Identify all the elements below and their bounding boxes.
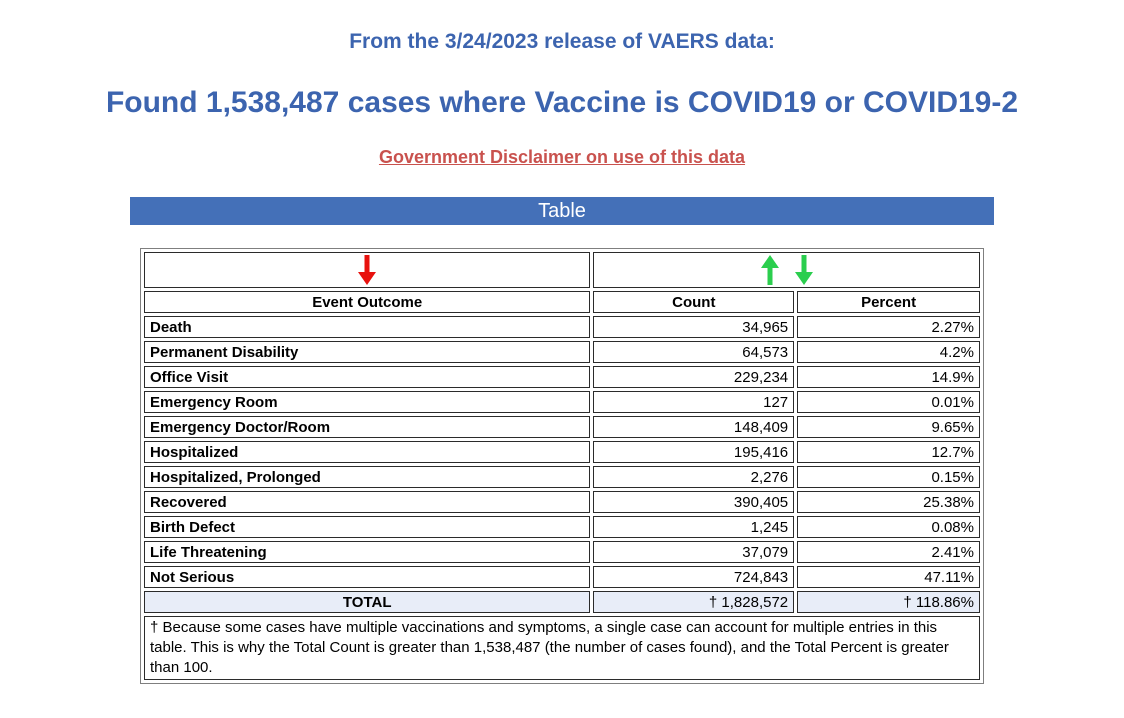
percent-cell: 2.27% [797,316,980,338]
count-cell: 229,234 [593,366,795,388]
count-cell: 148,409 [593,416,795,438]
table-row: Hospitalized 195,416 12.7% [144,441,980,463]
percent-cell: 2.41% [797,541,980,563]
page-title: Found 1,538,487 cases where Vaccine is C… [105,86,1019,119]
table-body: Death 34,965 2.27% Permanent Disability 64,5… [144,316,980,588]
table-row: Life Threatening 37,079 2.41% [144,541,980,563]
event-outcome-cell: Hospitalized, Prolonged [144,466,591,488]
percent-cell: 25.38% [797,491,980,513]
red-down-arrow-icon[interactable] [356,254,378,286]
event-outcome-cell: Permanent Disability [144,341,591,363]
count-cell: 1,245 [593,516,795,538]
table-row: Birth Defect 1,245 0.08% [144,516,980,538]
total-label: TOTAL [144,591,591,613]
table-row: Not Serious 724,843 47.11% [144,566,980,588]
column-header-event-outcome: Event Outcome [144,291,591,313]
event-outcome-cell: Emergency Doctor/Room [144,416,591,438]
table-banner-title: Table [538,200,586,222]
event-outcome-cell: Office Visit [144,366,591,388]
total-row: TOTAL † 1,828,572 † 118.86% [144,591,980,613]
count-cell: 127 [593,391,795,413]
table-row: Recovered 390,405 25.38% [144,491,980,513]
count-cell: 34,965 [593,316,795,338]
count-cell: 2,276 [593,466,795,488]
percent-cell: 0.01% [797,391,980,413]
total-count: † 1,828,572 [593,591,795,613]
count-cell: 37,079 [593,541,795,563]
sort-values-cell [593,252,980,288]
column-header-row: Event Outcome Count Percent [144,291,980,313]
sort-outcome-cell [144,252,591,288]
percent-cell: 9.65% [797,416,980,438]
percent-cell: 12.7% [797,441,980,463]
total-percent: † 118.86% [797,591,980,613]
table-banner: Table [130,197,994,225]
percent-cell: 47.11% [797,566,980,588]
event-outcome-cell: Birth Defect [144,516,591,538]
table-row: Emergency Doctor/Room 148,409 9.65% [144,416,980,438]
table-row: Office Visit 229,234 14.9% [144,366,980,388]
table-row: Permanent Disability 64,573 4.2% [144,341,980,363]
percent-cell: 14.9% [797,366,980,388]
count-cell: 64,573 [593,341,795,363]
event-outcome-cell: Death [144,316,591,338]
table-footnote: † Because some cases have multiple vacci… [144,616,980,680]
table-row: Death 34,965 2.27% [144,316,980,338]
sort-controls-row [144,252,980,288]
release-line: From the 3/24/2023 release of VAERS data… [349,30,775,53]
event-outcome-cell: Hospitalized [144,441,591,463]
results-table: Event Outcome Count Percent Death 34,965 2… [140,248,984,684]
count-cell: 390,405 [593,491,795,513]
event-outcome-cell: Emergency Room [144,391,591,413]
government-disclaimer-link[interactable]: Government Disclaimer on use of this dat… [378,147,746,167]
count-cell: 724,843 [593,566,795,588]
percent-cell: 0.08% [797,516,980,538]
green-down-arrow-icon[interactable] [793,254,815,286]
footnote-row: † Because some cases have multiple vacci… [144,616,980,680]
event-outcome-cell: Recovered [144,491,591,513]
green-up-arrow-icon[interactable] [759,254,781,286]
column-header-percent: Percent [797,291,980,313]
event-outcome-cell: Life Threatening [144,541,591,563]
event-outcome-cell: Not Serious [144,566,591,588]
disclaimer-row: Government Disclaimer on use of this dat… [0,147,1124,168]
table-row: Hospitalized, Prolonged 2,276 0.15% [144,466,980,488]
percent-cell: 0.15% [797,466,980,488]
percent-cell: 4.2% [797,341,980,363]
column-header-count: Count [593,291,795,313]
table-row: Emergency Room 127 0.01% [144,391,980,413]
count-cell: 195,416 [593,441,795,463]
